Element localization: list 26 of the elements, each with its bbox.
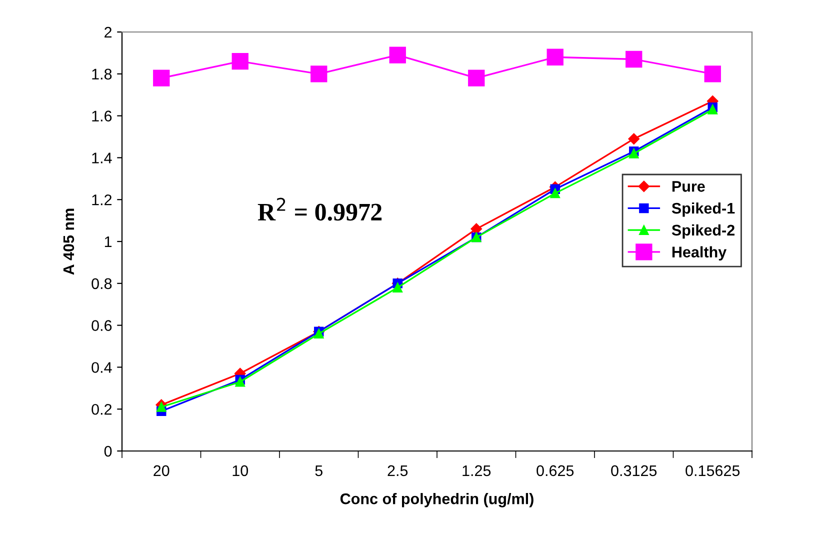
legend-label: Spiked-1 [672,202,735,217]
x-tick-label: 0.15625 [686,465,740,476]
y-tick-label: 1.6 [92,110,112,122]
y-tick-label: 0.6 [92,320,112,331]
annotation: R$^{2}$ = 0.9972 [258,198,382,221]
x-tick-label: 2.5 [388,465,408,476]
y-tick-label: 0.2 [92,404,112,415]
legend-label: Healthy [672,246,727,260]
y-axis-title: A 405 nm [63,208,74,275]
y-tick-label: 0 [104,446,112,457]
y-tick-label: 1 [104,236,112,248]
x-tick-label: 0.3125 [611,465,657,476]
x-tick-label: 1.25 [462,465,491,476]
y-tick-label: 0.8 [92,278,112,290]
x-tick-label: 0.625 [536,465,574,476]
y-tick-label: 1.4 [92,152,112,164]
y-tick-label: 1.2 [92,194,112,206]
x-tick-label: 20 [154,465,170,476]
legend-label: Spiked-2 [672,224,734,239]
legend-label: Pure [672,181,705,192]
x-tick-label: 10 [232,465,248,476]
y-tick-label: 2 [104,26,112,38]
x-axis-title: Conc of polyhedrin (ug/ml) [340,493,534,508]
y-tick-label: 0.4 [92,362,112,373]
y-tick-label: 1.8 [92,68,112,80]
x-tick-label: 5 [315,465,322,476]
